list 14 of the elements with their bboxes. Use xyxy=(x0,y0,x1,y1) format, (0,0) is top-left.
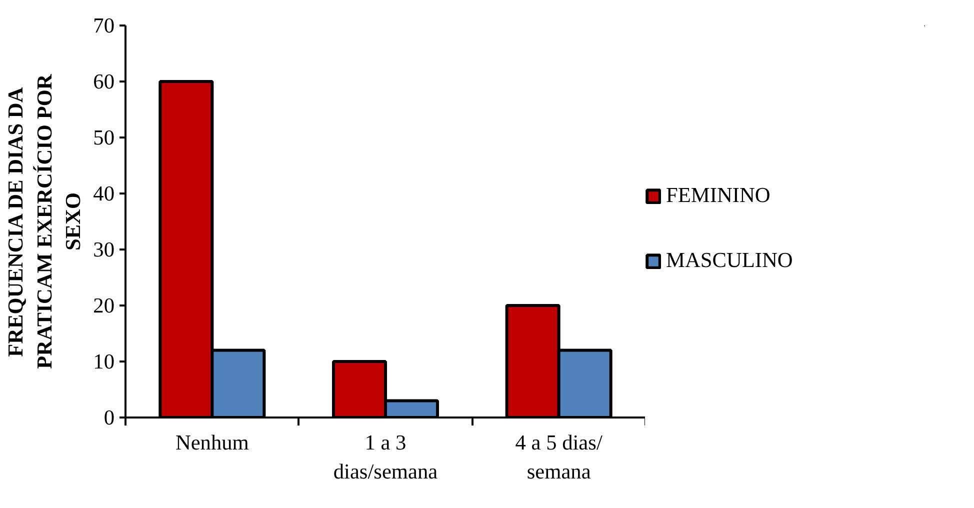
y-tick-label: 10 xyxy=(93,350,114,374)
legend-label: MASCULINO xyxy=(666,248,793,273)
x-tick-label: 4 a 5 dias/ semana xyxy=(515,430,602,484)
y-tick-label: 70 xyxy=(93,14,114,38)
y-tick-label: 30 xyxy=(93,238,114,262)
y-tick-label: 0 xyxy=(104,406,115,430)
y-tick-label: 40 xyxy=(93,182,114,206)
y-tick-label: 20 xyxy=(93,294,114,318)
y-tick-label: 60 xyxy=(93,70,114,94)
y-tick-label: 50 xyxy=(93,126,114,150)
y-axis-title: FREQUENCIA DE DIAS DA PRATICAM EXERCÍCIO POR SEXO xyxy=(4,74,86,369)
x-tick-label: Nenhum xyxy=(175,430,250,454)
x-tick-label: 1 a 3 dias/semana xyxy=(333,430,438,484)
legend-label: FEMININO xyxy=(666,183,770,208)
